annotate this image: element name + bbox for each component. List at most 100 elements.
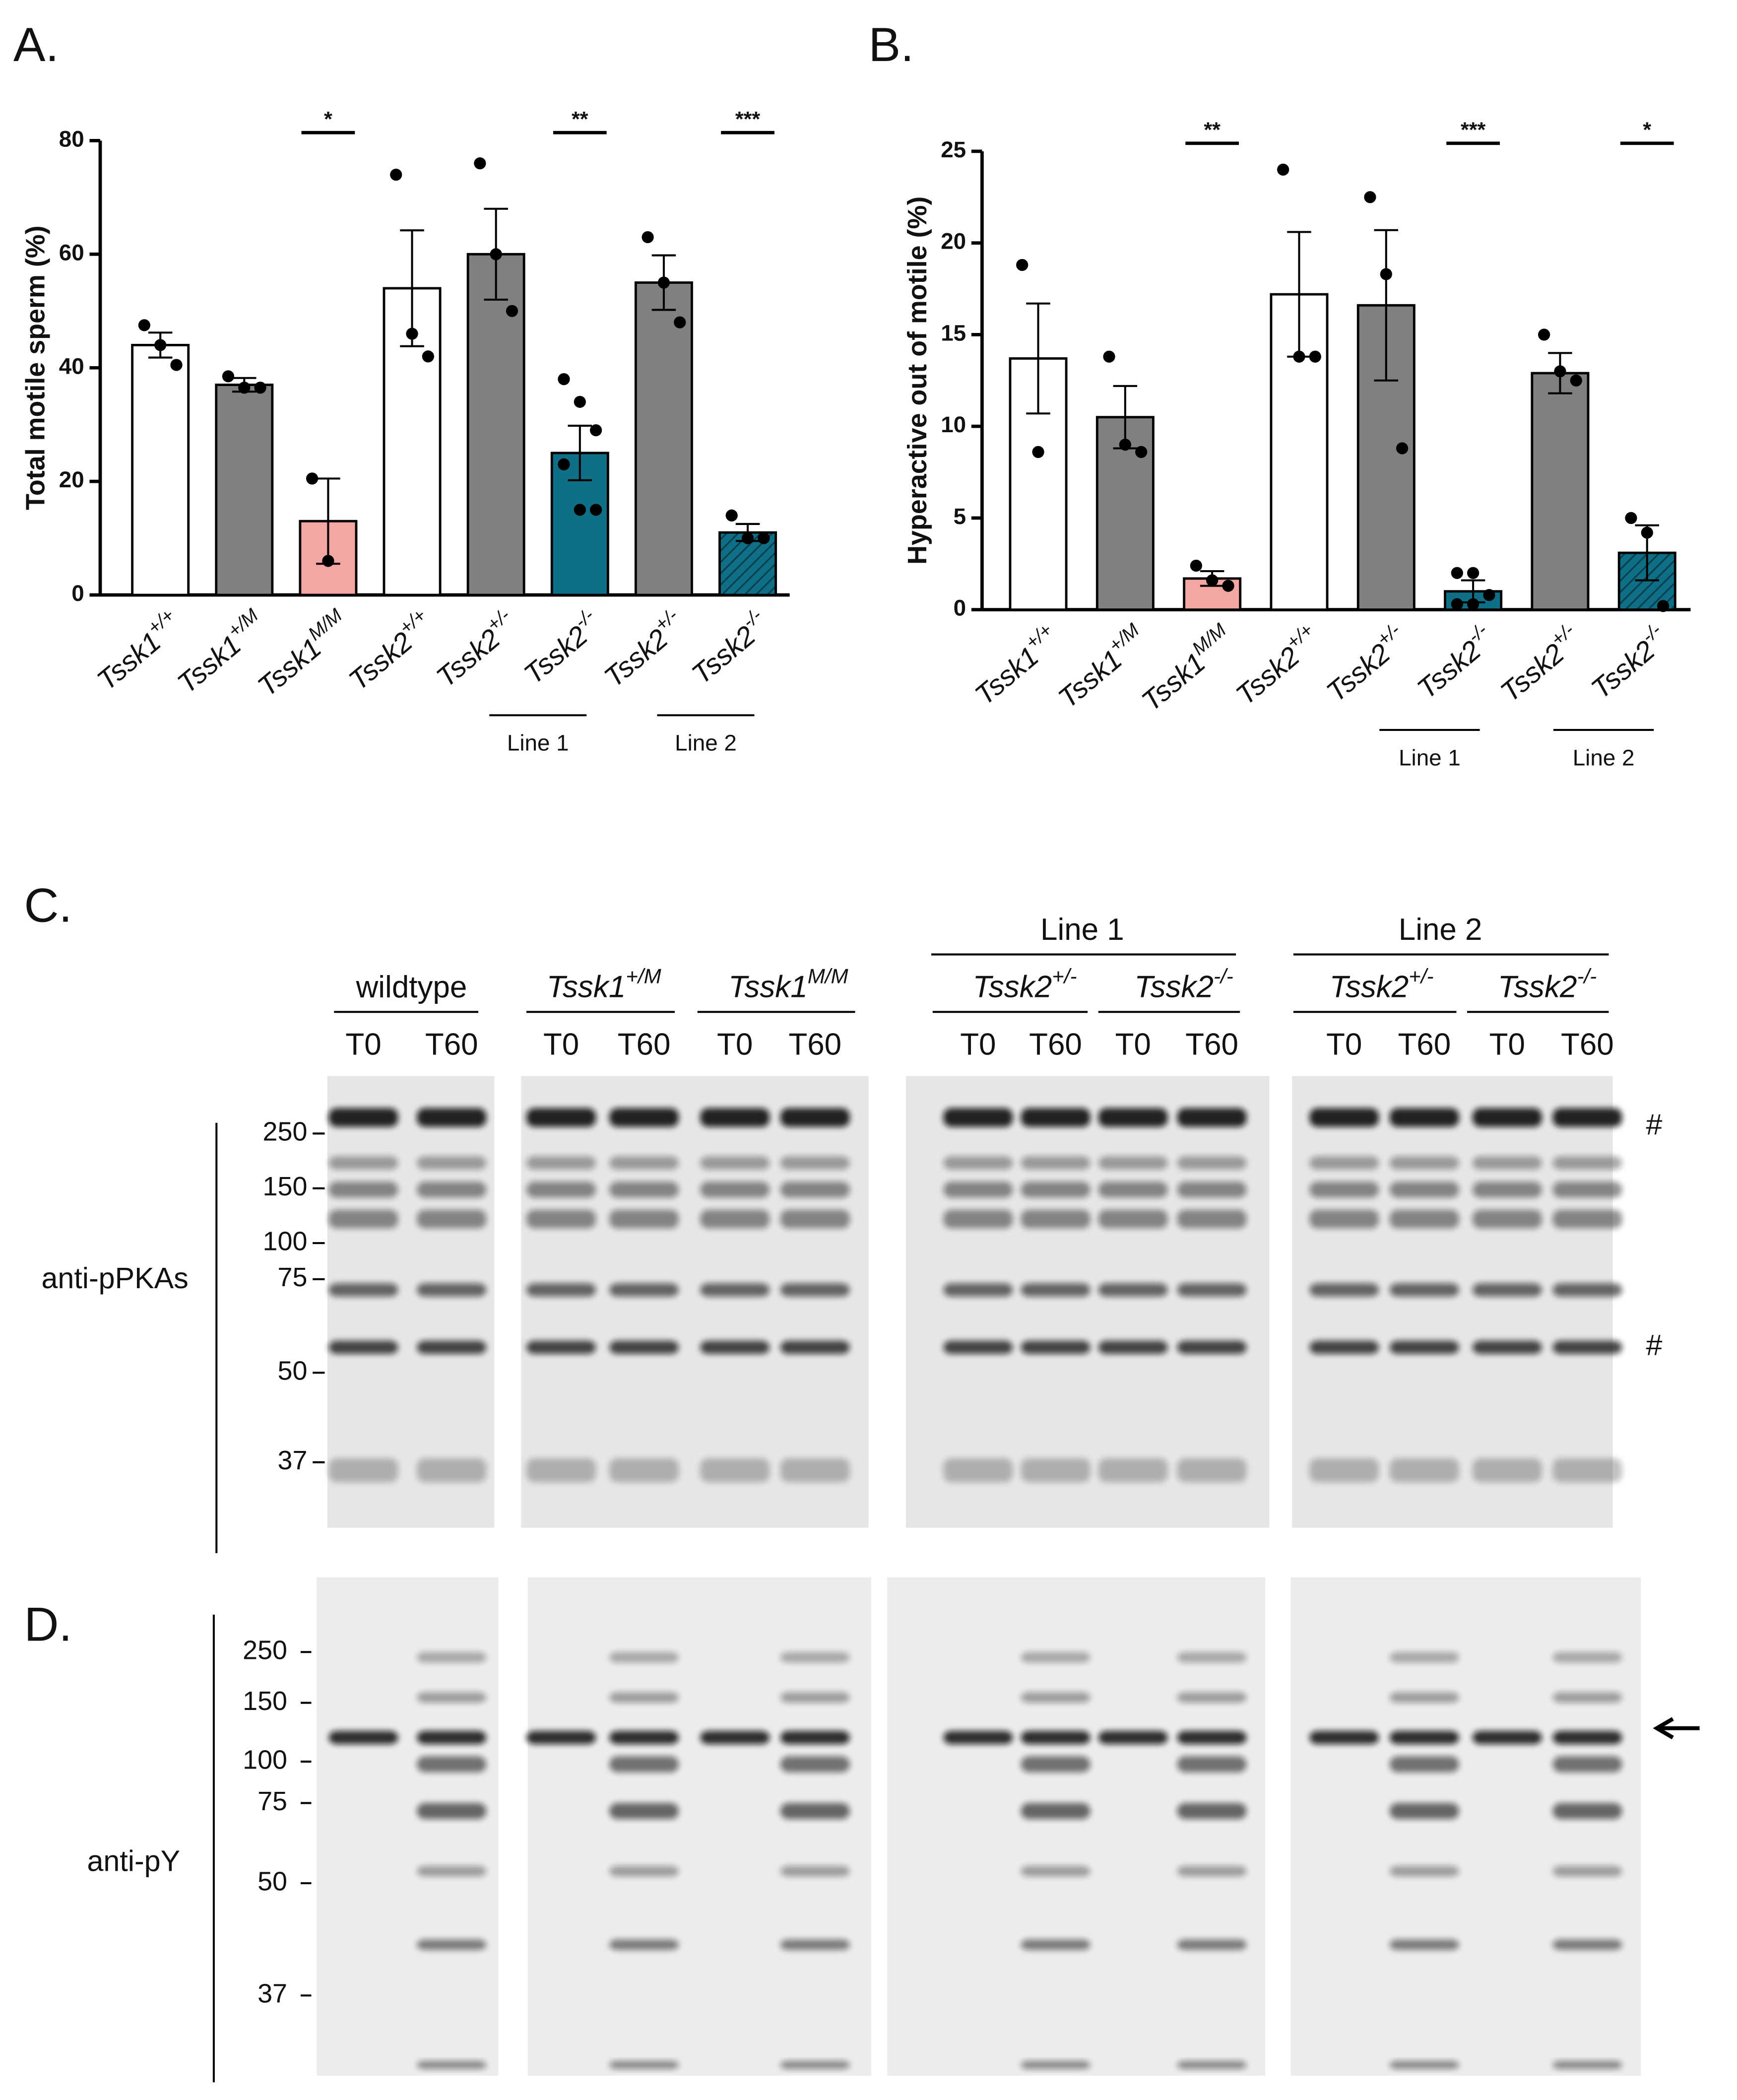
marker-label: 250 xyxy=(263,1117,308,1147)
blot-band xyxy=(526,1458,596,1483)
marker-label: 250 xyxy=(243,1635,287,1665)
lane-label: T60 xyxy=(1398,1028,1451,1062)
genotype-label: wildtype xyxy=(356,970,467,1004)
blot-band xyxy=(1021,1156,1091,1170)
blot-band xyxy=(1389,1803,1459,1819)
blot-band xyxy=(1177,1866,1247,1877)
y-tick-label: 10 xyxy=(941,412,966,437)
arrow xyxy=(1653,1717,1700,1740)
blot-band xyxy=(1021,1652,1091,1663)
genotype-label: Tssk2+/- xyxy=(595,604,691,693)
blot-band xyxy=(1021,1731,1091,1745)
blot-band xyxy=(417,1803,487,1819)
blot-band xyxy=(780,1209,850,1229)
data-point xyxy=(1451,598,1463,610)
data-point xyxy=(1190,559,1202,572)
blot-band xyxy=(780,1156,850,1170)
genotype-label: Tssk2-/- xyxy=(683,604,775,690)
significance-label: ** xyxy=(1204,118,1221,142)
blot-band xyxy=(1552,1283,1622,1297)
blot-band xyxy=(1177,1731,1247,1745)
data-point xyxy=(1657,600,1670,612)
data-point xyxy=(322,555,334,567)
blot-band xyxy=(1098,1156,1168,1170)
y-tick-label: 60 xyxy=(59,240,84,265)
genotype-label: Tssk2+/- xyxy=(1330,964,1434,1004)
blot-band xyxy=(1389,1939,1459,1950)
blot-band xyxy=(1021,1458,1091,1483)
blot-band xyxy=(780,1181,850,1198)
significance-label: ** xyxy=(572,107,588,131)
blot-band xyxy=(1021,1209,1091,1229)
data-point xyxy=(674,316,686,328)
blot-membrane xyxy=(905,1076,1270,1528)
blot-band xyxy=(700,1283,770,1297)
blot-band xyxy=(700,1108,770,1127)
genotype-label: Tssk2-/- xyxy=(1498,964,1597,1004)
data-point xyxy=(506,305,518,317)
blot-membrane xyxy=(521,1076,869,1528)
blot-band xyxy=(526,1209,596,1229)
blot-band xyxy=(943,1181,1013,1198)
y-tick-label: 20 xyxy=(59,467,84,492)
bar xyxy=(215,384,274,596)
blot-band xyxy=(1389,1692,1459,1703)
lane-label: T0 xyxy=(543,1028,579,1062)
blot-band xyxy=(1098,1283,1168,1297)
blot-band xyxy=(1021,1692,1091,1703)
blot-band xyxy=(1021,1108,1091,1127)
genotype-label: Tssk2+/+ xyxy=(340,604,440,696)
blot-band xyxy=(526,1156,596,1170)
blot-band xyxy=(1472,1458,1542,1483)
band-annotation: # xyxy=(1646,1108,1663,1141)
blot-band xyxy=(609,1340,679,1354)
blot-band xyxy=(1098,1209,1168,1229)
blot-band xyxy=(780,1692,850,1703)
data-point xyxy=(406,328,418,340)
blot-band xyxy=(526,1340,596,1354)
error-bar xyxy=(1026,302,1050,415)
blot-band xyxy=(1472,1209,1542,1229)
data-point xyxy=(574,504,586,516)
blot-band xyxy=(526,1181,596,1198)
data-point xyxy=(1309,350,1321,363)
blot-band xyxy=(1098,1340,1168,1354)
data-point xyxy=(1625,512,1637,525)
genotype-label: Tssk2-/- xyxy=(1582,619,1674,705)
blot-band xyxy=(700,1209,770,1229)
blot-band xyxy=(943,1156,1013,1170)
blot-band xyxy=(1309,1340,1379,1354)
error-bar xyxy=(568,424,592,481)
blot-band xyxy=(1177,2061,1247,2069)
blot-band xyxy=(328,1340,398,1354)
blot-band xyxy=(328,1108,398,1127)
blot-membrane xyxy=(327,1076,495,1528)
antibody-label: anti-pPKAs xyxy=(41,1261,188,1295)
marker-label: 50 xyxy=(277,1356,307,1386)
marker-label: 75 xyxy=(277,1262,307,1292)
blot-band xyxy=(780,1939,850,1950)
group-label: Line 1 xyxy=(507,730,569,756)
genotype-label: Tssk2-/- xyxy=(515,604,607,690)
blot-band xyxy=(1389,1181,1459,1198)
data-point xyxy=(474,157,486,170)
data-point xyxy=(306,472,319,485)
genotype-label: Tssk2+/- xyxy=(1318,619,1414,708)
blot-band xyxy=(700,1156,770,1170)
panel-label: C. xyxy=(24,878,72,932)
genotype-label: Tssk1+/M xyxy=(547,964,662,1004)
blot-band xyxy=(417,1731,487,1745)
data-point xyxy=(1451,567,1463,579)
data-point xyxy=(1293,350,1305,363)
genotype-label: Tssk1+/+ xyxy=(966,619,1066,711)
genotype-label: Tssk2+/- xyxy=(427,604,523,693)
blot-membrane xyxy=(887,1577,1266,2076)
bar xyxy=(466,253,525,596)
blot-band xyxy=(1177,1692,1247,1703)
line-label: Line 2 xyxy=(1399,913,1482,947)
blot-band xyxy=(609,1283,679,1297)
blot-band xyxy=(609,2061,679,2069)
blot-band xyxy=(943,1458,1013,1483)
group-label: Line 1 xyxy=(1399,745,1461,770)
data-point xyxy=(741,532,754,544)
